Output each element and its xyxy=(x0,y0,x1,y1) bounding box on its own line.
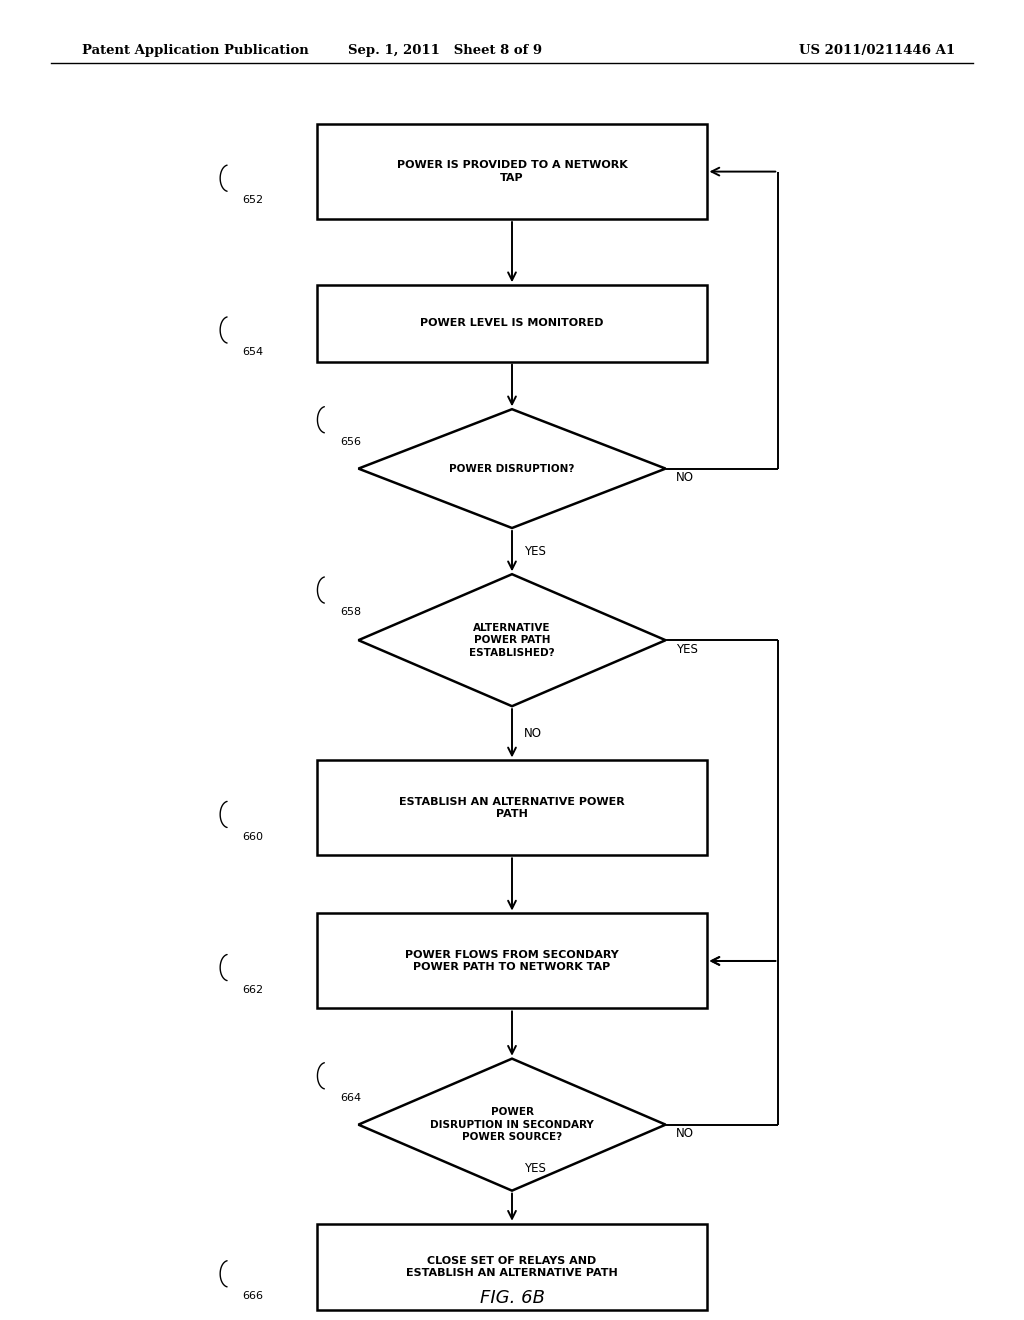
Text: Patent Application Publication: Patent Application Publication xyxy=(82,44,308,57)
Text: 664: 664 xyxy=(340,1093,361,1104)
Text: 660: 660 xyxy=(243,832,264,842)
Text: NO: NO xyxy=(676,471,694,484)
Text: Sep. 1, 2011   Sheet 8 of 9: Sep. 1, 2011 Sheet 8 of 9 xyxy=(348,44,543,57)
Text: ALTERNATIVE
POWER PATH
ESTABLISHED?: ALTERNATIVE POWER PATH ESTABLISHED? xyxy=(469,623,555,657)
Text: NO: NO xyxy=(524,727,543,741)
Polygon shape xyxy=(358,574,666,706)
Text: YES: YES xyxy=(676,643,697,656)
Text: YES: YES xyxy=(524,1162,546,1175)
Bar xyxy=(317,1225,707,1309)
Bar xyxy=(317,124,707,219)
Text: NO: NO xyxy=(676,1127,694,1140)
Text: POWER FLOWS FROM SECONDARY
POWER PATH TO NETWORK TAP: POWER FLOWS FROM SECONDARY POWER PATH TO… xyxy=(406,950,618,972)
Text: FIG. 6B: FIG. 6B xyxy=(479,1288,545,1307)
Text: CLOSE SET OF RELAYS AND
ESTABLISH AN ALTERNATIVE PATH: CLOSE SET OF RELAYS AND ESTABLISH AN ALT… xyxy=(407,1257,617,1278)
Text: POWER
DISRUPTION IN SECONDARY
POWER SOURCE?: POWER DISRUPTION IN SECONDARY POWER SOUR… xyxy=(430,1107,594,1142)
Bar xyxy=(317,285,707,362)
Text: YES: YES xyxy=(524,545,546,558)
Text: 666: 666 xyxy=(243,1291,264,1302)
Text: ESTABLISH AN ALTERNATIVE POWER
PATH: ESTABLISH AN ALTERNATIVE POWER PATH xyxy=(399,797,625,818)
Polygon shape xyxy=(358,409,666,528)
Text: POWER DISRUPTION?: POWER DISRUPTION? xyxy=(450,463,574,474)
Text: 658: 658 xyxy=(340,607,361,618)
Text: 656: 656 xyxy=(340,437,361,447)
Text: POWER LEVEL IS MONITORED: POWER LEVEL IS MONITORED xyxy=(420,318,604,329)
Text: 652: 652 xyxy=(243,195,264,206)
Polygon shape xyxy=(358,1059,666,1191)
Text: 654: 654 xyxy=(243,347,264,358)
Bar xyxy=(317,760,707,855)
Text: 662: 662 xyxy=(243,985,264,995)
Bar xyxy=(317,913,707,1008)
Text: US 2011/0211446 A1: US 2011/0211446 A1 xyxy=(799,44,954,57)
Text: POWER IS PROVIDED TO A NETWORK
TAP: POWER IS PROVIDED TO A NETWORK TAP xyxy=(396,161,628,182)
